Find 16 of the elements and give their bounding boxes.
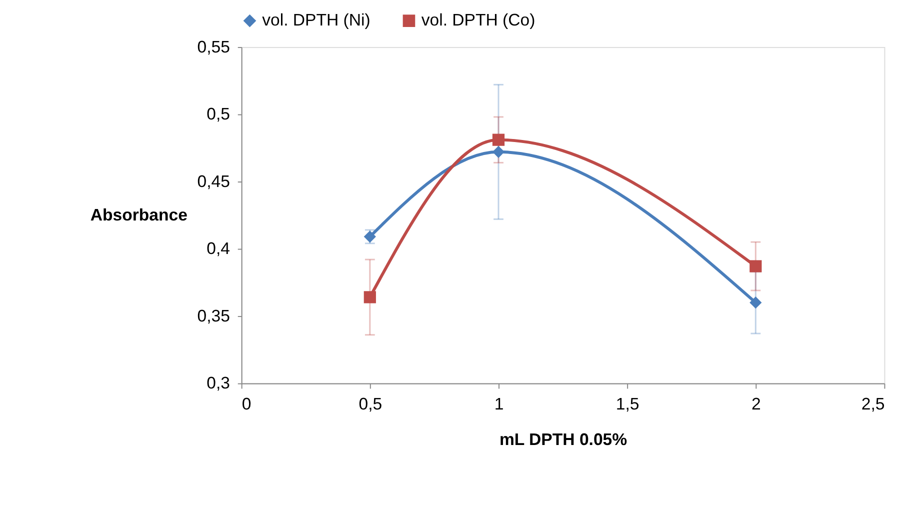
- y-tick-label: 0,45: [197, 172, 230, 191]
- x-tick-label: 0,5: [358, 394, 382, 414]
- x-axis-title: mL DPTH 0.05%: [499, 430, 628, 450]
- y-tick-label: 0,5: [206, 104, 230, 124]
- legend-label: vol. DPTH (Co): [421, 10, 536, 30]
- legend-label: vol. DPTH (Ni): [262, 10, 370, 30]
- y-tick-label: 0,4: [206, 239, 230, 258]
- y-axis-title: Absorbance: [90, 206, 188, 225]
- y-tick-label: 0,55: [197, 37, 230, 56]
- x-tick-label: 1: [494, 394, 504, 414]
- y-tick-label: 0,35: [197, 306, 230, 326]
- x-tick-label: 0: [242, 394, 252, 414]
- x-tick-label: 2: [751, 394, 761, 414]
- x-tick-label: 2,5: [861, 394, 885, 414]
- x-tick-label: 1,5: [616, 394, 640, 414]
- y-tick-label: 0,3: [206, 374, 230, 393]
